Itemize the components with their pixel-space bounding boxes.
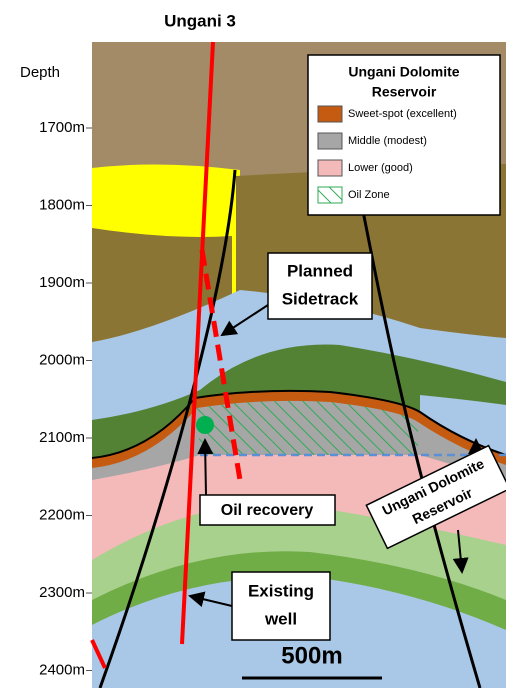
legend-label: Oil Zone [348,189,390,201]
depth-label: 1900m [39,274,85,291]
callout-text: Oil recovery [221,502,314,519]
depth-label: 2400m [39,661,85,678]
depth-label: 2100m [39,429,85,446]
legend-label: Middle (modest) [348,135,427,147]
arrow [452,529,469,574]
arrow [197,438,214,496]
callout-box [231,571,331,641]
depth-label: 2200m [39,506,85,523]
legend-swatch [317,159,343,177]
legend-items: Sweet-spot (excellent) Middle (modest) Low… [317,105,457,204]
fault [353,169,482,688]
well-title: Ungani 3 [164,11,236,30]
callout-box [199,494,336,526]
oil-zone [197,400,418,455]
legend-title: Ungani Dolomite [348,64,459,80]
legend-swatch [317,105,343,123]
callout-box [267,252,373,320]
horizon [91,389,506,459]
legend-swatch [317,132,343,150]
arrow [220,304,269,337]
depth-label: 2300m [39,584,85,601]
depth-label: 1700m [39,119,85,136]
callout-text: Sidetrack [282,289,359,308]
depth-label: 2000m [39,351,85,368]
callout: Planned Sidetrack [220,252,373,337]
oil-recovery-point [196,416,214,434]
legend-label: Sweet-spot (excellent) [348,108,457,120]
legend-swatch [317,186,343,204]
callout-box [365,444,506,550]
callout: Existing well [188,571,331,641]
callout-text: Existing [248,581,314,600]
callout-text: well [264,609,297,628]
depth-axis: 1700m 1800m 1900m 2000m 2100m 2200m 2300m 2400m [39,119,92,678]
existing-well [180,41,215,645]
arrow [188,591,233,608]
planned-sidetrack [199,249,243,481]
axis-title: Depth [20,64,60,81]
legend-title: Reservoir [372,84,437,100]
well [90,639,107,669]
callout-text: Planned [287,261,353,280]
legend-label: Lower (good) [348,162,413,174]
scale-label: 500m [281,642,342,669]
legend: Ungani Dolomite Reservoir Sweet-spot (ex… [307,54,501,216]
fault [98,169,237,688]
depth-label: 1800m [39,196,85,213]
callout: Oil recovery [197,438,336,526]
